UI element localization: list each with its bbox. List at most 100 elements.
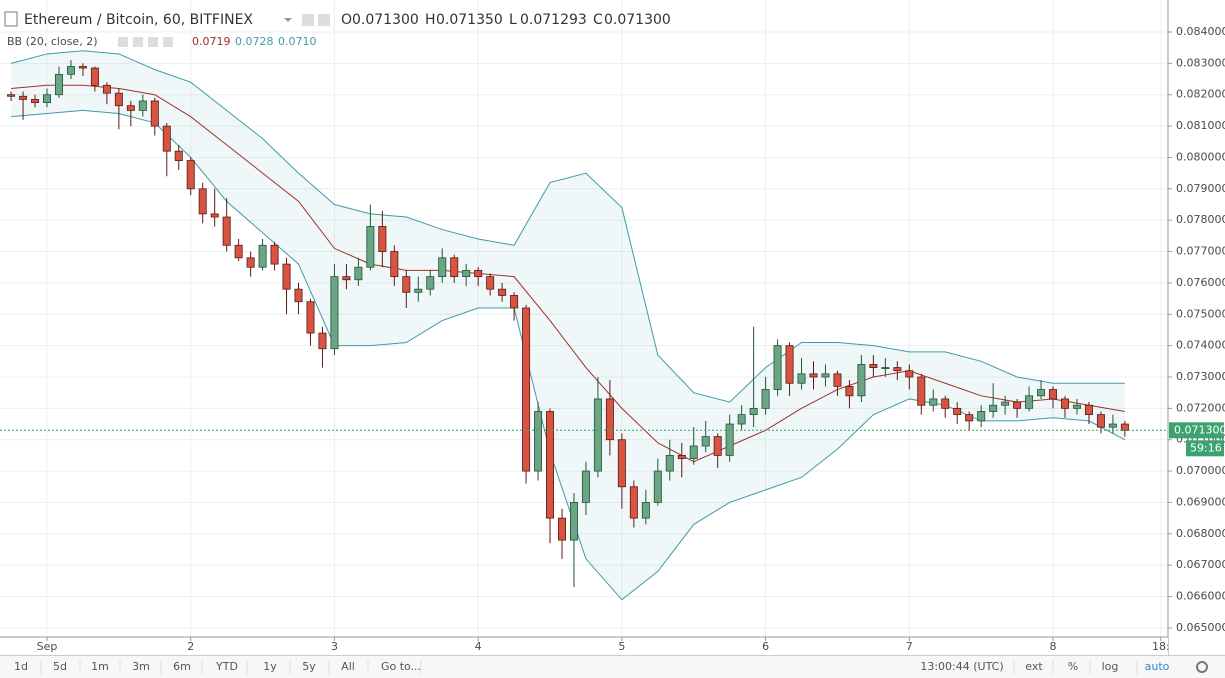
dropdown-icon[interactable] xyxy=(284,18,292,22)
candle-body xyxy=(210,213,219,218)
candle-body xyxy=(581,470,590,503)
bb-lower xyxy=(11,109,1126,601)
x-tick-label: Sep xyxy=(37,640,58,653)
candle-body xyxy=(977,411,986,422)
candle-body xyxy=(258,244,267,268)
indicator-icon[interactable] xyxy=(133,37,143,47)
candle-body xyxy=(881,367,890,369)
candle-body xyxy=(701,436,710,447)
y-tick-label: 0.065000 xyxy=(1176,621,1225,634)
y-tick-label: 0.078000 xyxy=(1176,213,1225,226)
candle-body xyxy=(1120,423,1129,431)
candle-body xyxy=(510,295,519,309)
ohlc-value: 0.071300 xyxy=(352,12,419,28)
candle-body xyxy=(677,455,686,459)
option-button[interactable]: log xyxy=(1102,660,1119,673)
candle-body xyxy=(1072,404,1081,409)
x-tick-label: 4 xyxy=(475,640,482,653)
candle-body xyxy=(1108,423,1117,428)
candle-body xyxy=(19,95,28,100)
range-button[interactable]: 5y xyxy=(302,660,316,673)
candle-body xyxy=(605,398,614,441)
price-axis xyxy=(1168,0,1225,655)
range-button[interactable]: 5d xyxy=(53,660,67,673)
indicator-icon[interactable] xyxy=(148,37,158,47)
candle-body xyxy=(162,125,171,152)
range-button[interactable]: All xyxy=(341,660,355,673)
y-tick-label: 0.081000 xyxy=(1176,119,1225,132)
candle-body xyxy=(78,66,87,69)
candle-body xyxy=(150,100,159,127)
collapse-icon[interactable] xyxy=(4,11,18,27)
x-tick-label: 2 xyxy=(187,640,194,653)
candle-body xyxy=(749,407,758,416)
candle-body xyxy=(1013,401,1022,409)
candle-body xyxy=(737,414,746,425)
indicator-icon[interactable] xyxy=(118,37,128,47)
bb-basis xyxy=(11,84,1125,463)
candle-body xyxy=(641,502,650,519)
range-button[interactable]: 6m xyxy=(173,660,191,673)
candle-body xyxy=(725,423,734,456)
time-axis xyxy=(0,637,1168,655)
y-tick-label: 0.083000 xyxy=(1176,56,1225,69)
candle-body xyxy=(186,160,195,190)
candle-body xyxy=(1001,401,1010,406)
range-button[interactable]: YTD xyxy=(215,660,238,673)
y-tick-label: 0.077000 xyxy=(1176,245,1225,258)
ohlc-value: 0.071350 xyxy=(436,12,503,28)
candle-body xyxy=(785,345,794,384)
candle-body xyxy=(438,257,447,278)
candle-body xyxy=(1049,389,1058,400)
candle-body xyxy=(773,345,782,390)
candle-body xyxy=(474,269,483,278)
candle-body xyxy=(653,470,662,503)
y-tick-label: 0.079000 xyxy=(1176,182,1225,195)
y-tick-label: 0.082000 xyxy=(1176,88,1225,101)
candle-body xyxy=(426,276,435,290)
ohlc-key: C xyxy=(593,12,603,28)
candle-body xyxy=(462,269,471,278)
settings-icon[interactable] xyxy=(302,14,314,26)
candle-body xyxy=(450,257,459,278)
candle-body xyxy=(126,105,135,111)
candle-body xyxy=(809,373,818,378)
indicator-icon[interactable] xyxy=(163,37,173,47)
y-tick-label: 0.076000 xyxy=(1176,276,1225,289)
y-tick-label: 0.080000 xyxy=(1176,150,1225,163)
option-button[interactable]: auto xyxy=(1145,660,1170,673)
ohlc-value: 0.071300 xyxy=(604,12,671,28)
option-button[interactable]: % xyxy=(1068,660,1078,673)
settings-icon[interactable] xyxy=(318,14,330,26)
candle-body xyxy=(342,276,351,281)
candle-body xyxy=(174,150,183,161)
y-tick-label: 0.068000 xyxy=(1176,527,1225,540)
candle-body xyxy=(43,94,52,103)
candle-body xyxy=(546,411,555,519)
candle-body xyxy=(90,67,99,86)
indicator-value: 0.0719 xyxy=(192,35,231,48)
candle-body xyxy=(114,92,123,107)
y-tick-label: 0.067000 xyxy=(1176,558,1225,571)
option-button[interactable]: ext xyxy=(1025,660,1043,673)
candle-body xyxy=(294,288,303,303)
candle-body xyxy=(941,398,950,409)
y-tick-label: 0.075000 xyxy=(1176,307,1225,320)
x-tick-label: 3 xyxy=(331,640,338,653)
range-button[interactable]: 3m xyxy=(132,660,150,673)
range-button[interactable]: 1d xyxy=(14,660,28,673)
candle-body xyxy=(761,389,770,409)
y-tick-label: 0.073000 xyxy=(1176,370,1225,383)
range-button[interactable]: 1y xyxy=(263,660,277,673)
x-tick-label: 18: xyxy=(1152,640,1170,653)
range-button[interactable]: 1m xyxy=(91,660,109,673)
candle-body xyxy=(306,301,315,334)
candle-body xyxy=(282,263,291,290)
candle-body xyxy=(330,276,339,350)
range-button[interactable]: Go to... xyxy=(381,660,421,673)
bb-upper xyxy=(10,50,1125,403)
settings-gear[interactable] xyxy=(1196,661,1208,673)
y-tick-label: 0.074000 xyxy=(1176,339,1225,352)
candle-body xyxy=(821,373,830,378)
